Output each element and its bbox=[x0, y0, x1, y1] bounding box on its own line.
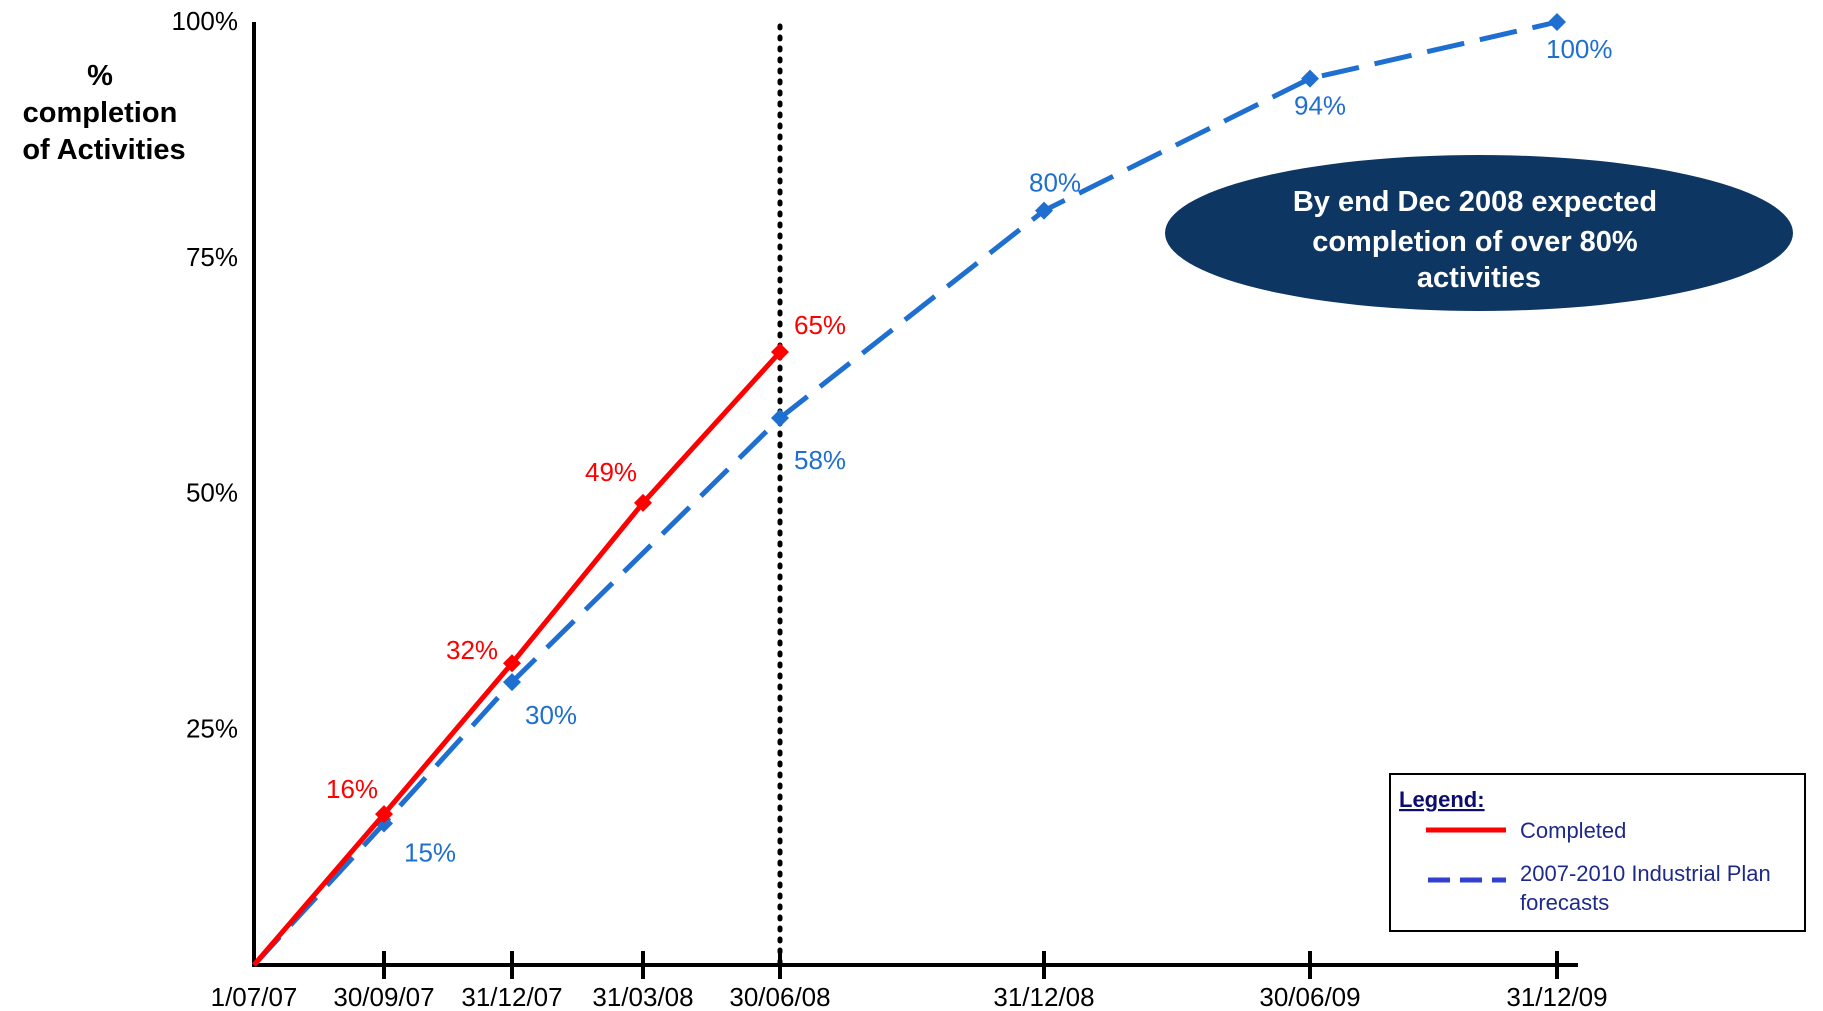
forecast-point-marker bbox=[1035, 201, 1053, 220]
completed-data-label: 49% bbox=[585, 457, 637, 487]
legend-label-forecast: 2007-2010 Industrial Plan forecasts bbox=[1520, 861, 1777, 915]
legend-title: Legend: bbox=[1399, 787, 1485, 812]
forecast-data-label: 94% bbox=[1294, 91, 1346, 121]
callout-line-1: By end Dec 2008 expected bbox=[1293, 186, 1657, 218]
forecast-data-label: 80% bbox=[1029, 168, 1081, 198]
forecast-data-label: 100% bbox=[1546, 34, 1613, 64]
forecast-point-marker bbox=[771, 409, 789, 428]
y-axis-title: % completion of Activities bbox=[22, 60, 185, 166]
y-tick-label: 50% bbox=[186, 478, 238, 508]
y-axis-title-line-3: of Activities bbox=[22, 134, 185, 166]
forecast-point-marker bbox=[1548, 13, 1566, 31]
y-axis-title-line-1: % bbox=[87, 60, 113, 92]
callout-line-2: completion of over 80% bbox=[1312, 226, 1638, 258]
completed-series-line bbox=[252, 350, 782, 967]
y-tick-label: 75% bbox=[186, 242, 238, 272]
x-tick-label: 30/06/09 bbox=[1259, 982, 1360, 1011]
x-tick-label: 31/12/07 bbox=[461, 982, 562, 1011]
y-axis-title-line-2: completion bbox=[23, 97, 178, 129]
legend-label-completed: Completed bbox=[1520, 818, 1626, 843]
forecast-data-label: 58% bbox=[794, 445, 846, 475]
x-tick-label: 30/06/08 bbox=[729, 982, 830, 1011]
completed-point-marker bbox=[503, 654, 521, 673]
completed-point-marker bbox=[771, 343, 789, 362]
legend-box bbox=[1389, 773, 1806, 932]
x-axis-ticks: 1/07/07 30/09/07 31/12/07 31/03/08 30/06/08 3… bbox=[211, 951, 1608, 1011]
callout-text: By end Dec 2008 expected completion of o… bbox=[1293, 186, 1665, 294]
series-layer bbox=[252, 13, 1566, 967]
x-tick-label: 31/12/08 bbox=[993, 982, 1094, 1011]
callout-line-3: activities bbox=[1417, 262, 1541, 294]
forecast-data-label: 30% bbox=[525, 700, 577, 730]
y-axis-ticks: 25% 50% 75% 100% bbox=[172, 6, 239, 743]
forecast-point-marker bbox=[503, 673, 521, 692]
x-tick-label: 31/03/08 bbox=[592, 982, 693, 1011]
legend-label-forecast-line-1: 2007-2010 Industrial Plan bbox=[1520, 861, 1771, 886]
data-labels-layer: 16% 32% 49% 65% 15% 30% 58% 80% 94% 100% bbox=[326, 34, 1613, 868]
legend-label-forecast-line-2: forecasts bbox=[1520, 890, 1609, 915]
callout-ellipse bbox=[1165, 155, 1793, 311]
completed-data-label: 16% bbox=[326, 774, 378, 804]
completed-point-marker bbox=[634, 493, 652, 512]
x-tick-label: 31/12/09 bbox=[1506, 982, 1607, 1011]
x-tick-label: 1/07/07 bbox=[211, 982, 298, 1011]
completed-point-marker bbox=[375, 805, 393, 824]
y-tick-label: 25% bbox=[186, 713, 238, 743]
x-tick-label: 30/09/07 bbox=[333, 982, 434, 1011]
forecast-point-marker bbox=[1301, 69, 1319, 88]
completed-data-label: 32% bbox=[446, 635, 498, 665]
completed-data-label: 65% bbox=[794, 310, 846, 340]
forecast-data-label: 15% bbox=[404, 838, 456, 868]
axes bbox=[252, 22, 1578, 967]
legend: Legend: Completed 2007-2010 Industrial P… bbox=[1389, 773, 1806, 932]
y-tick-label: 100% bbox=[172, 6, 239, 36]
annotation-callout: By end Dec 2008 expected completion of o… bbox=[1165, 155, 1793, 311]
